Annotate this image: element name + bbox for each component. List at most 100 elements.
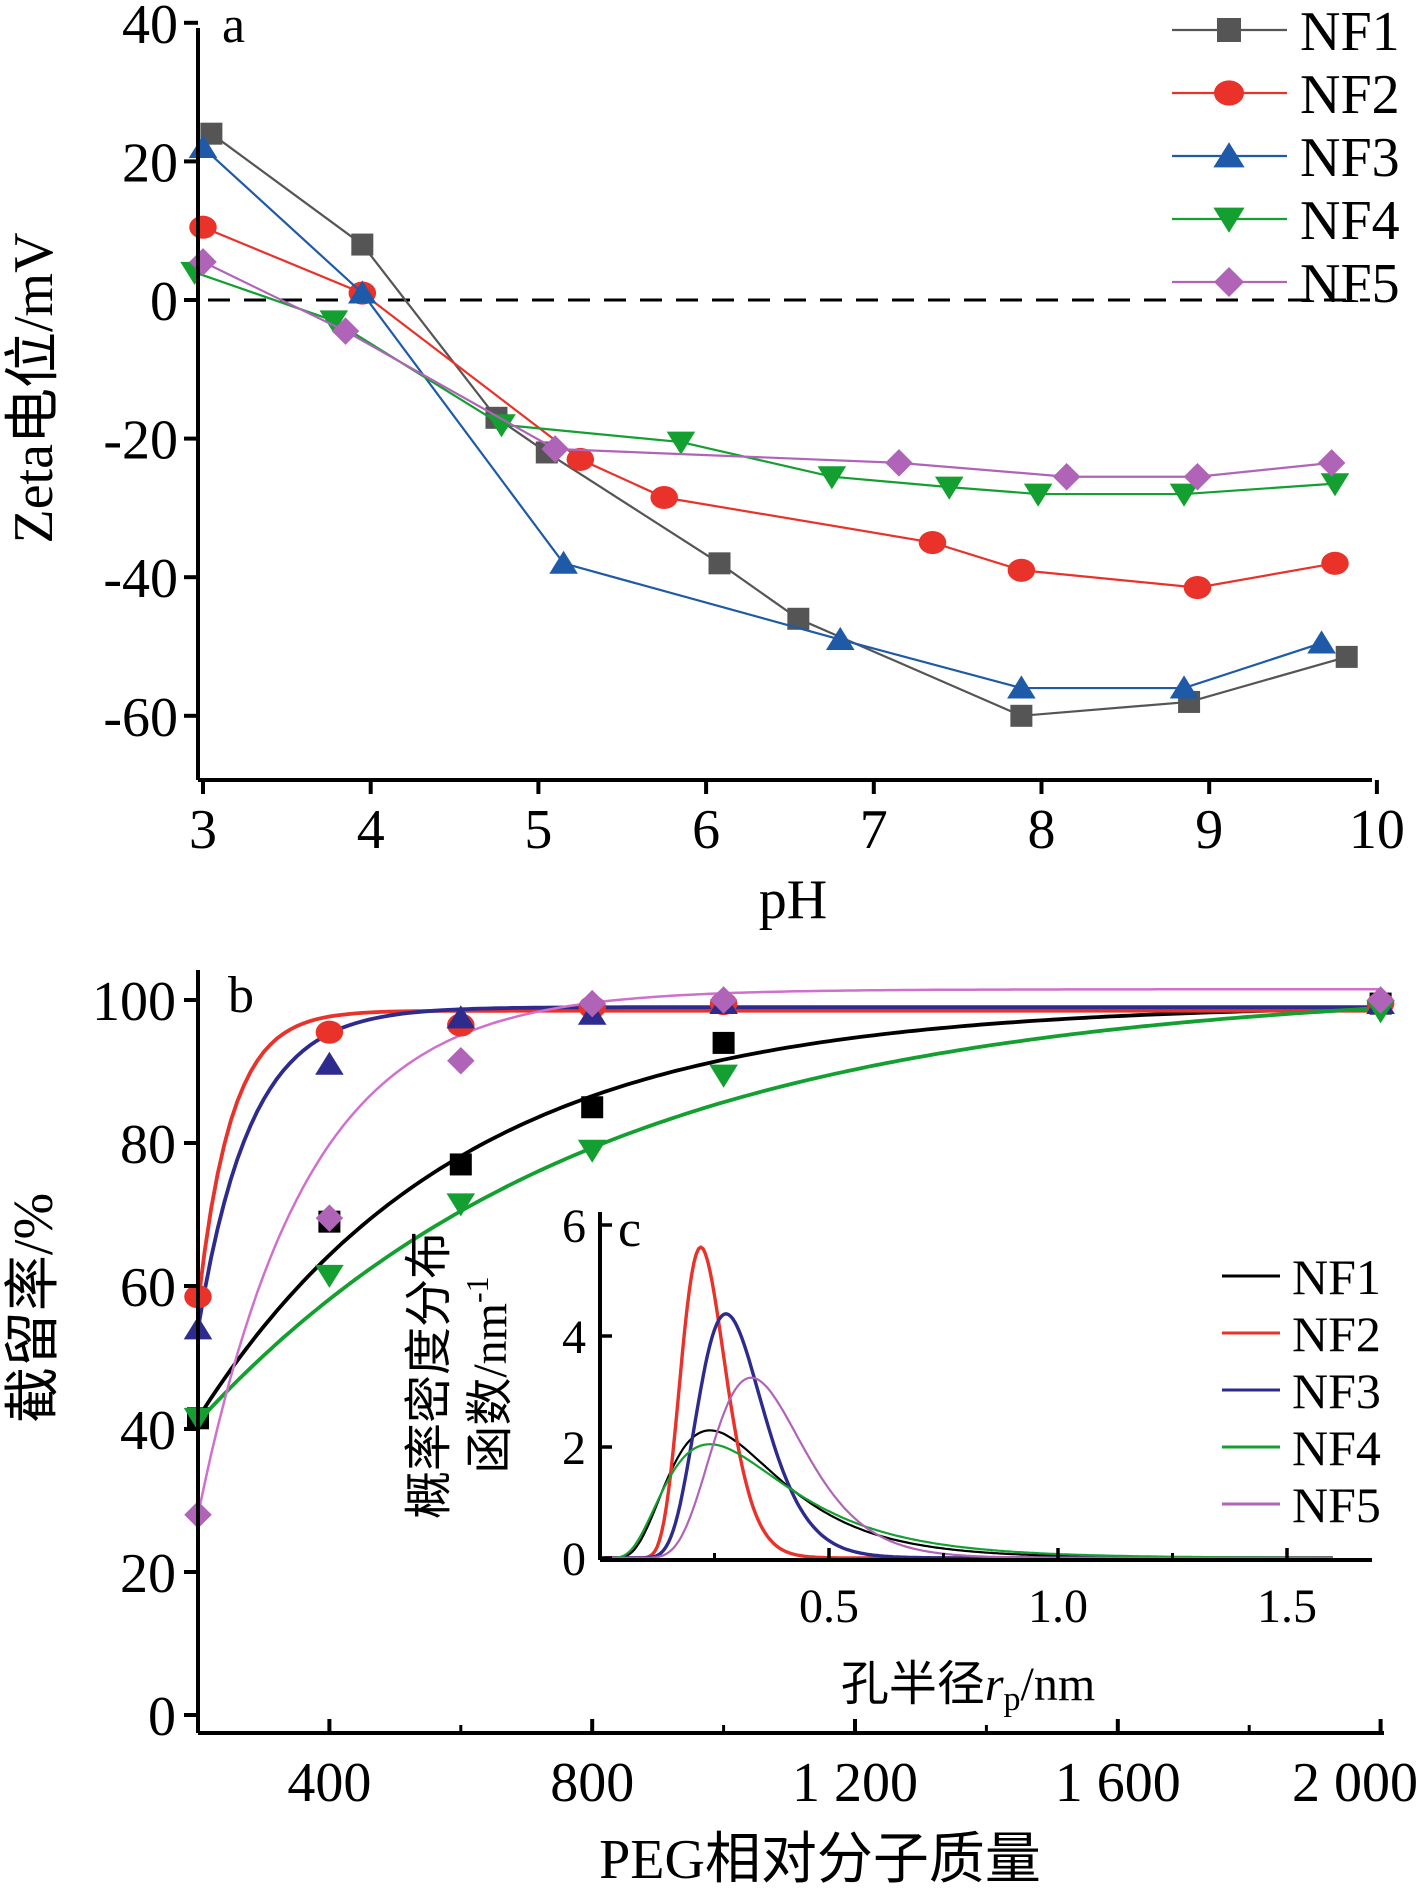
x-tick-label: 2 000	[1292, 1752, 1417, 1814]
legend-item-nf5: NF5	[1172, 253, 1400, 315]
data-point-nf4	[1023, 483, 1053, 507]
series-nf3	[188, 134, 1336, 699]
legend-item-nf2: NF2	[1172, 64, 1400, 126]
y-tick-label: 100	[92, 971, 176, 1033]
series-line-nf1	[210, 132, 1348, 717]
y-tick-label: 20	[122, 132, 178, 194]
x-tick-label: 3	[189, 799, 217, 861]
data-point-nf2	[1321, 551, 1349, 575]
panel-c-label: c	[618, 1201, 641, 1258]
data-point-nf5	[1366, 986, 1395, 1014]
x-tick-label: 4	[357, 799, 385, 861]
inset-legend-label: NF2	[1292, 1306, 1381, 1362]
data-point-nf1	[708, 552, 731, 575]
fit-curve-nf2	[196, 1008, 1381, 1305]
data-point-nf4	[709, 1064, 738, 1088]
data-point-nf2	[566, 447, 595, 471]
fit-curve-nf5	[196, 988, 1381, 1516]
panel-a-y-axis-title: Zeta电位/mV	[3, 232, 65, 543]
inset-legend-label: NF3	[1292, 1363, 1381, 1419]
inset-y-tick-label: 2	[562, 1422, 586, 1475]
x-tick-label: 1 600	[1055, 1752, 1181, 1814]
data-point-nf3	[446, 1005, 476, 1029]
data-point-nf2	[189, 215, 217, 239]
legend-label: NF1	[1300, 1, 1400, 63]
data-point-nf1	[1010, 704, 1033, 727]
data-point-nf2	[918, 531, 947, 555]
y-tick-label: 20	[120, 1543, 176, 1605]
x-tick-label: 9	[1195, 799, 1223, 861]
fit-curve-nf4	[196, 1006, 1381, 1424]
y-tick-label: 40	[120, 1400, 176, 1462]
x-tick-label: 7	[860, 799, 888, 861]
data-point-nf4	[446, 1193, 476, 1217]
data-point-nf3	[1007, 675, 1036, 699]
x-tick-label: 10	[1349, 799, 1405, 861]
legend-marker	[1213, 142, 1245, 168]
inset-background	[600, 1212, 1372, 1564]
panel-a-series	[180, 122, 1358, 727]
data-point-nf5	[709, 986, 738, 1014]
fit-curve-nf3	[196, 1005, 1381, 1330]
series-nf5	[189, 248, 1346, 491]
y-tick-label: -20	[103, 410, 178, 472]
inset-legend-label: NF4	[1292, 1420, 1381, 1476]
data-point-nf4	[934, 476, 964, 500]
data-point-nf1	[787, 607, 810, 630]
data-point-nf4	[666, 431, 696, 455]
panel-c-y-axis-title-line2: 函数/nm-1	[459, 1276, 517, 1473]
panel-c-axes	[598, 1212, 1372, 1562]
data-point-nf5	[1317, 449, 1346, 477]
data-point-nf2	[315, 1020, 344, 1044]
panel-b-axes	[184, 970, 1384, 1735]
legend-label: NF5	[1300, 253, 1400, 315]
y-tick-label: 40	[122, 0, 178, 56]
series-nf1	[200, 122, 1358, 727]
x-tick-label: 5	[524, 799, 552, 861]
legend-item-nf4: NF4	[1172, 190, 1400, 252]
y-tick-label: 60	[120, 1257, 176, 1319]
inset-y-tick-label: 6	[562, 1200, 586, 1253]
y-tick-label: -60	[103, 687, 178, 749]
panel-a-y-tick-labels: 40 20 0 -20 -40 -60	[103, 0, 178, 749]
inset-x-tick-label: 0.5	[799, 1580, 859, 1633]
data-point-nf5	[331, 317, 360, 345]
data-point-nf1	[200, 122, 223, 145]
inset-legend-label: NF1	[1292, 1249, 1381, 1305]
data-point-nf1	[1335, 645, 1358, 668]
data-point-nf1	[449, 1153, 472, 1176]
legend-marker	[1214, 80, 1244, 106]
y-tick-label: 80	[120, 1114, 176, 1176]
inset-legend-item-nf1: NF1	[1222, 1249, 1381, 1305]
data-point-nf3	[1169, 675, 1199, 699]
data-point-nf1	[712, 1031, 735, 1054]
legend-label: NF2	[1300, 64, 1400, 126]
panel-c-x-axis-title: 孔半径rp/nm	[841, 1658, 1095, 1718]
data-point-nf5	[541, 435, 569, 463]
panel-a-x-tick-labels: 3 4 5 6 7 8 9 10	[189, 799, 1405, 861]
legend-label: NF4	[1300, 190, 1400, 252]
data-point-nf3	[315, 1051, 344, 1075]
panel-b-y-tick-labels: 0 20 40 60 80 100	[92, 971, 176, 1748]
panel-b-fit-curves	[196, 988, 1381, 1516]
data-point-nf2	[1183, 576, 1212, 600]
inset-legend-item-nf5: NF5	[1222, 1477, 1381, 1533]
legend-item-nf3: NF3	[1172, 127, 1400, 189]
panel-a-label: a	[222, 0, 245, 54]
data-point-nf5	[885, 449, 913, 477]
panel-a-axes	[184, 20, 1379, 794]
inset-legend-item-nf2: NF2	[1222, 1306, 1381, 1362]
legend-marker	[1213, 207, 1245, 233]
x-tick-label: 6	[692, 799, 720, 861]
data-point-nf2	[650, 485, 678, 510]
inset-legend-item-nf3: NF3	[1222, 1363, 1381, 1419]
series-line-nf3	[202, 146, 1322, 690]
panel-b-label: b	[228, 967, 254, 1024]
y-tick-label: 0	[148, 1686, 176, 1748]
data-point-nf3	[188, 134, 218, 158]
data-point-nf1	[581, 1096, 604, 1119]
